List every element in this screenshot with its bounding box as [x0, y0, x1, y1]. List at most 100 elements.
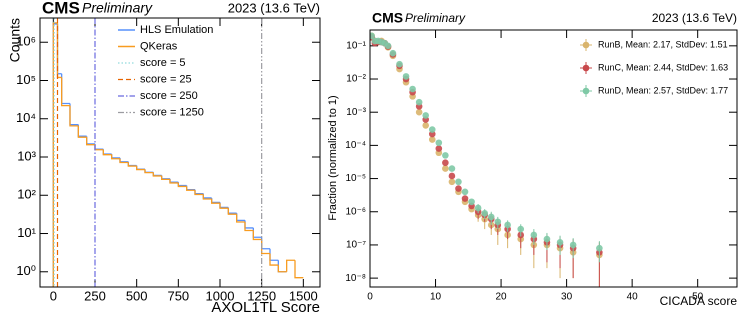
- status-label: Preliminary: [82, 0, 153, 16]
- energy-label: 2023 (13.6 TeV): [228, 0, 320, 15]
- histogram-bin: [144, 169, 154, 173]
- y-tick-label: 10⁻¹: [346, 40, 366, 51]
- histogram-bin: [152, 172, 162, 177]
- legend-label: HLS Emulation: [140, 24, 213, 36]
- data-point: [422, 112, 430, 119]
- histogram-bin: [236, 213, 245, 222]
- x-tick-label: 1250: [247, 288, 276, 303]
- data-point: [435, 145, 443, 152]
- histogram-bin: [244, 220, 254, 229]
- histogram-bin: [269, 248, 279, 261]
- histogram-bin: [277, 260, 287, 273]
- x-tick-label: 50: [692, 292, 704, 303]
- legend-label: score = 5: [140, 57, 186, 69]
- legend-swatch: [582, 41, 590, 49]
- histogram-bin: [186, 186, 195, 191]
- histogram-bin: [227, 208, 237, 215]
- histogram-bin: [252, 227, 262, 238]
- chart: CMS Preliminary 2023 (13.6 TeV) CICADA scor…: [327, 10, 738, 308]
- legend-swatch: [582, 87, 590, 95]
- histogram-bin: [294, 260, 304, 279]
- data-point: [556, 239, 564, 246]
- y-axis-label: Counts: [7, 18, 23, 62]
- histogram-bin: [127, 161, 137, 167]
- data-point: [448, 172, 456, 180]
- y-tick-label: 10⁻⁵: [345, 173, 366, 184]
- histogram-bin: [161, 175, 170, 181]
- histogram-bin: [119, 158, 129, 164]
- histogram-bin: [136, 165, 145, 170]
- data-point: [517, 225, 525, 233]
- histogram-bin: [152, 172, 162, 177]
- y-tick-label: 10⁻⁴: [345, 140, 366, 151]
- histogram-bin: [144, 169, 154, 174]
- y-tick-label: 10⁰: [16, 263, 36, 278]
- histogram-bin: [227, 207, 237, 214]
- experiment-label: CMS: [42, 0, 80, 17]
- x-tick-label: 0: [50, 288, 57, 303]
- histogram-bin: [111, 154, 120, 160]
- data-point: [402, 73, 410, 80]
- legend-label: score = 25: [140, 73, 192, 85]
- histogram-bin: [169, 178, 179, 183]
- histogram-bin: [211, 197, 220, 204]
- plot-frame: [369, 29, 738, 288]
- histogram-bin: [56, 22, 62, 79]
- data-point: [494, 218, 502, 226]
- histogram-bin: [127, 162, 137, 167]
- histogram-bin: [86, 137, 95, 146]
- data-point: [487, 213, 495, 221]
- histogram-bin: [261, 239, 270, 255]
- experiment-label: CMS: [372, 10, 403, 26]
- y-tick-label: 10⁻⁶: [345, 206, 366, 217]
- legend: RunB, Mean: 2.17, StdDev: 1.51 RunC, Mean…: [580, 39, 728, 97]
- y-tick-label: 10⁻⁸: [345, 273, 366, 284]
- data-point: [442, 165, 449, 172]
- histogram-bin: [69, 105, 79, 127]
- x-tick-label: 250: [84, 288, 106, 303]
- histogram-bin: [52, 22, 58, 287]
- x-tick-label: 10: [430, 292, 442, 303]
- histogram-bin: [77, 125, 87, 138]
- x-tick-label: 20: [496, 292, 508, 303]
- x-tick-label: 40: [627, 292, 639, 303]
- legend-label: RunD, Mean: 2.57, StdDev: 1.77: [598, 85, 728, 95]
- plot-area: [370, 32, 603, 287]
- y-tick-label: 10⁴: [16, 110, 36, 125]
- data-point: [384, 42, 392, 50]
- histogram-bin: [94, 143, 104, 150]
- y-tick-label: 10⁻³: [346, 107, 366, 118]
- data-point: [461, 188, 469, 196]
- data-point: [409, 85, 416, 93]
- histogram-bin: [194, 189, 204, 195]
- histogram-bin: [111, 153, 120, 159]
- histogram-bin: [194, 190, 204, 196]
- histogram-bin: [236, 214, 245, 223]
- plot-area: [52, 18, 304, 287]
- data-point: [569, 241, 577, 249]
- data-point: [543, 235, 551, 243]
- histogram-bin: [277, 265, 287, 273]
- data-point: [415, 108, 423, 116]
- histogram-bin: [252, 230, 262, 241]
- histogram-bin: [286, 259, 295, 272]
- histogram-bin: [244, 222, 254, 232]
- x-tick-label: 1000: [206, 288, 235, 303]
- x-tick-label: 0: [367, 292, 373, 303]
- histogram-bin: [136, 166, 145, 171]
- histogram-bin: [211, 198, 220, 204]
- histogram-bin: [219, 202, 229, 209]
- legend: HLS Emulation QKeras score = 5 score = 25 sc…: [118, 24, 213, 118]
- data-point: [481, 209, 488, 217]
- data-point: [422, 122, 430, 129]
- data-point: [389, 49, 397, 57]
- histogram-bin: [202, 193, 212, 199]
- data-point: [396, 60, 403, 68]
- x-axis-label: CICADA score: [660, 294, 738, 308]
- data-point: [461, 195, 469, 202]
- data-point: [415, 98, 423, 106]
- legend-label: QKeras: [140, 40, 178, 52]
- x-tick-label: 750: [167, 288, 189, 303]
